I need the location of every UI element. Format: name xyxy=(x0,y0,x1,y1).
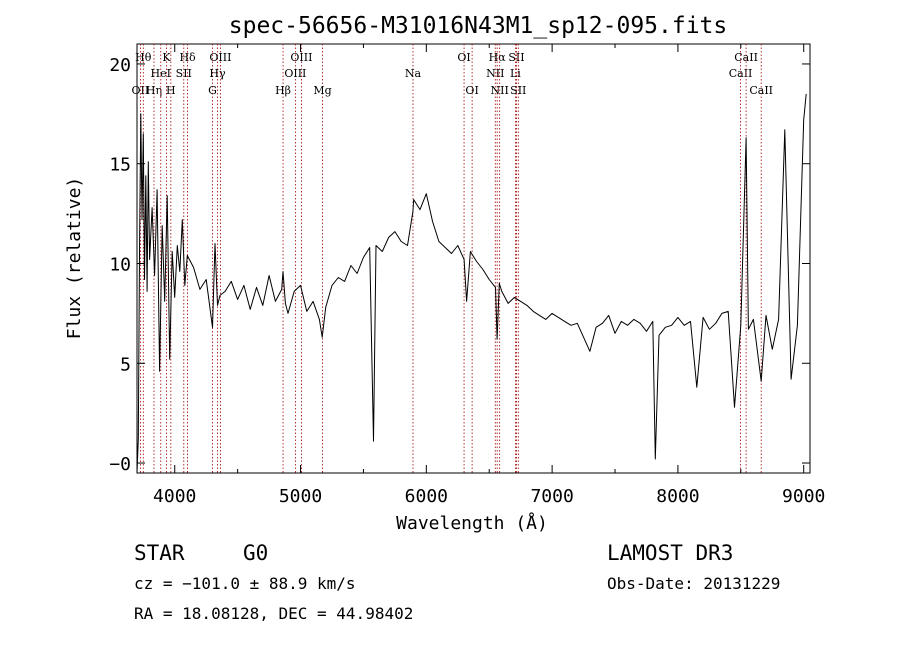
x-tick-label-0: 4000 xyxy=(153,486,196,507)
line-marker-label-4: K xyxy=(162,51,171,64)
star-subclass: G0 xyxy=(243,541,268,565)
coordinates: RA = 18.08128, DEC = 44.98402 xyxy=(134,604,413,623)
obs-date: Obs-Date: 20131229 xyxy=(607,574,780,593)
line-marker-label-8: G xyxy=(208,84,217,97)
line-marker-label-7: Hδ xyxy=(179,51,196,64)
line-marker-label-23: SII xyxy=(510,84,526,97)
chart-title: spec-56656-M31016N43M1_sp12-095.fits xyxy=(229,13,728,39)
line-markers: OIIHθHηHeIKHSIIHδGHγOIIIHβOIIIOIIIMgNaOI… xyxy=(132,44,773,473)
x-tick-label-1: 5000 xyxy=(279,486,322,507)
line-marker-label-10: OIII xyxy=(209,51,231,64)
line-marker-label-13: OIII xyxy=(290,51,312,64)
x-tick-label-5: 9000 xyxy=(782,486,825,507)
line-marker-label-22: SII xyxy=(508,51,524,64)
star-class: STAR xyxy=(134,541,185,565)
y-tick-label-1: 5 xyxy=(120,354,131,375)
line-marker-label-26: CaII xyxy=(749,84,773,97)
axis-ticks: 4000 5000 6000 7000 8000 9000 −0 5 10 15 20 xyxy=(109,44,825,507)
line-marker-label-3: HeI xyxy=(151,67,171,80)
line-marker-label-15: Na xyxy=(405,67,422,80)
y-tick-label-4: 20 xyxy=(109,55,131,76)
series-group xyxy=(136,93,807,474)
line-marker-label-20: NII xyxy=(491,84,509,97)
line-marker-label-18: NII xyxy=(486,67,504,80)
line-marker-label-11: Hβ xyxy=(275,84,291,97)
line-marker-label-9: Hγ xyxy=(209,67,226,80)
line-marker-label-14: Mg xyxy=(313,84,331,97)
line-marker-label-1: Hθ xyxy=(135,51,152,64)
x-tick-label-3: 7000 xyxy=(530,486,573,507)
line-marker-label-12: OIII xyxy=(284,67,306,80)
line-marker-label-16: OI xyxy=(457,51,470,64)
line-marker-label-19: Hα xyxy=(489,51,507,64)
line-marker-label-2: Hη xyxy=(146,84,162,97)
plot-frame xyxy=(136,43,811,474)
y-tick-label-2: 10 xyxy=(109,254,131,275)
x-axis-label: Wavelength (Å) xyxy=(396,512,548,534)
survey-label: LAMOST DR3 xyxy=(607,541,733,565)
y-tick-label-0: −0 xyxy=(109,454,131,475)
line-marker-label-25: CaII xyxy=(734,51,758,64)
redshift-cz: cz = −101.0 ± 88.9 km/s xyxy=(134,574,356,593)
line-marker-label-17: OI xyxy=(465,84,478,97)
line-marker-label-5: H xyxy=(166,84,176,97)
line-marker-label-0: OII xyxy=(132,84,150,97)
x-tick-label-2: 6000 xyxy=(405,486,448,507)
line-marker-label-24: CaII xyxy=(729,67,753,80)
line-marker-label-6: SII xyxy=(176,67,192,80)
series-line-flux xyxy=(136,93,807,474)
x-tick-label-4: 8000 xyxy=(656,486,699,507)
line-marker-label-21: Li xyxy=(510,67,521,80)
y-tick-label-3: 15 xyxy=(109,155,131,176)
y-axis-label: Flux (relative) xyxy=(64,177,85,340)
